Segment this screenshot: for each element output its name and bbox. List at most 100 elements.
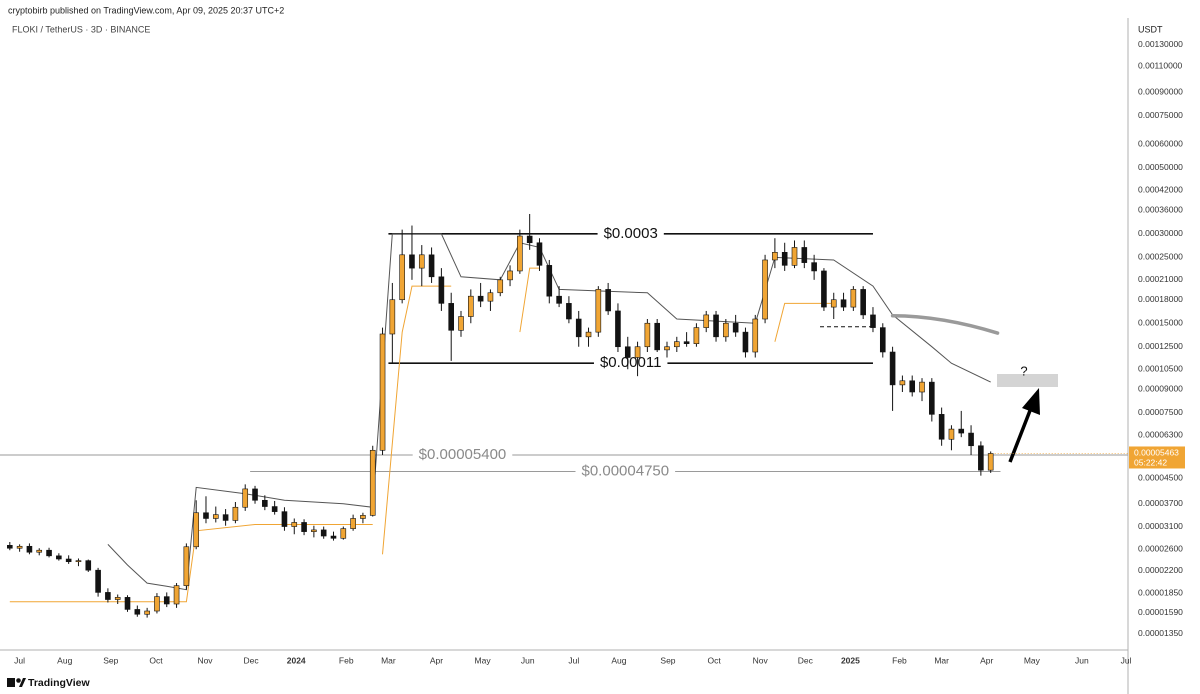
x-tick-label: Aug xyxy=(611,655,626,665)
footer-source: TradingView xyxy=(28,677,90,689)
x-tick-label: 2025 xyxy=(841,655,860,665)
x-tick-label: May xyxy=(1024,655,1041,665)
y-tick-label: 0.00001590 xyxy=(1138,607,1183,617)
candle-body xyxy=(173,585,180,605)
x-tick-label: Apr xyxy=(980,655,993,665)
x-tick-label: Dec xyxy=(244,655,260,665)
candle-body xyxy=(556,295,562,304)
candle-body xyxy=(124,597,131,610)
candle-body xyxy=(350,518,356,529)
price-badge xyxy=(1129,446,1185,469)
candle-body xyxy=(360,515,366,519)
y-tick-label: 0.00007500 xyxy=(1138,407,1183,417)
y-tick-label: 0.00012500 xyxy=(1138,341,1183,351)
candle-body xyxy=(497,279,504,294)
candle-body xyxy=(566,303,572,320)
arrow xyxy=(1008,388,1040,463)
y-tick-label: 0.00130000 xyxy=(1138,39,1183,49)
y-tick-label: 0.00050000 xyxy=(1138,162,1183,172)
candle-body xyxy=(899,380,906,386)
y-tick-label: 0.00036000 xyxy=(1138,205,1183,215)
candle-body xyxy=(252,488,258,501)
level-label: $0.00004750 xyxy=(582,462,670,479)
candle-body xyxy=(114,597,121,600)
candle-body xyxy=(507,270,513,281)
candle-body xyxy=(212,514,219,519)
y-tick-label: 0.00090000 xyxy=(1138,86,1183,96)
candle-body xyxy=(75,560,82,563)
candle-body xyxy=(281,511,288,527)
candle-body xyxy=(438,276,445,304)
candle-body xyxy=(889,351,896,386)
y-tick-label: 0.00009000 xyxy=(1138,383,1183,393)
candle-body xyxy=(909,380,916,393)
level-label-bg xyxy=(412,445,513,464)
symbol-title: FLOKI / TetherUS · 3D · BINANCE xyxy=(12,24,150,34)
candle-body xyxy=(183,546,190,586)
arrow-shaft xyxy=(1008,407,1033,463)
x-tick-label: Jul xyxy=(568,655,579,665)
level-label: $0.00011 xyxy=(600,354,661,371)
candle-body xyxy=(389,299,396,335)
candle-body xyxy=(399,254,405,301)
plot-area: $0.0003 $0.00011 $0.00005400 $0.00004750 xyxy=(0,213,1128,618)
candle-body xyxy=(654,322,660,351)
candle-body xyxy=(821,270,827,308)
candle-body xyxy=(546,265,553,297)
candle-body xyxy=(311,529,317,532)
candle-body xyxy=(830,299,837,308)
x-tick-label: Feb xyxy=(892,655,907,665)
x-tick-label: Mar xyxy=(934,655,949,665)
candle-body xyxy=(105,592,111,600)
publisher-line: cryptobirb published on TradingView.com,… xyxy=(8,5,284,15)
candle-body xyxy=(879,327,886,353)
x-tick-label: Oct xyxy=(149,655,163,665)
candle-body xyxy=(271,506,278,512)
candle-body xyxy=(340,528,347,539)
countdown: 05:22:42 xyxy=(1134,458,1167,468)
candle-body xyxy=(428,254,435,278)
y-tick-label: 0.00042000 xyxy=(1138,185,1183,195)
y-tick-label: 0.00002600 xyxy=(1138,543,1183,553)
candle-body xyxy=(929,381,935,415)
candle-body xyxy=(811,262,817,272)
y-tick-label: 0.00075000 xyxy=(1138,110,1183,120)
candle-body xyxy=(595,289,602,333)
y-tick-label: 0.00018000 xyxy=(1138,294,1183,304)
arrow-head xyxy=(1022,388,1040,415)
candle-body xyxy=(987,453,994,471)
candle-body xyxy=(860,289,866,316)
candle-body xyxy=(840,299,847,308)
candle-body xyxy=(301,522,307,532)
y-tick-label: 0.00003700 xyxy=(1138,498,1183,508)
x-tick-label: Oct xyxy=(707,655,721,665)
candle-body xyxy=(693,327,700,344)
x-tick-label: Dec xyxy=(798,655,814,665)
y-tick-label: 0.00010500 xyxy=(1138,363,1183,373)
candle-body xyxy=(801,247,808,263)
candle-body xyxy=(16,545,23,549)
y-tick-label: 0.00015000 xyxy=(1138,317,1183,327)
candle-body xyxy=(762,259,768,320)
level-label: $0.00005400 xyxy=(419,446,507,463)
candle-body xyxy=(134,609,141,615)
x-tick-label: 2024 xyxy=(287,655,306,665)
candle-body xyxy=(418,254,425,269)
candle-body xyxy=(919,381,925,393)
candle-body xyxy=(65,558,72,563)
candle-body xyxy=(673,341,680,348)
candle-body xyxy=(468,295,474,317)
candle-body xyxy=(154,596,160,612)
x-tick-label: Jul xyxy=(14,655,25,665)
candle-body xyxy=(634,346,641,358)
candle-body xyxy=(36,549,43,553)
x-tick-label: Nov xyxy=(197,655,213,665)
candle-body xyxy=(95,569,101,593)
x-tick-label: Jul xyxy=(1121,655,1132,665)
y-tick-label: 0.00030000 xyxy=(1138,228,1183,238)
x-tick-label: Aug xyxy=(57,655,72,665)
y-tick-label: 0.00025000 xyxy=(1138,252,1183,262)
candle-body xyxy=(958,428,965,434)
candle-body xyxy=(624,346,631,358)
